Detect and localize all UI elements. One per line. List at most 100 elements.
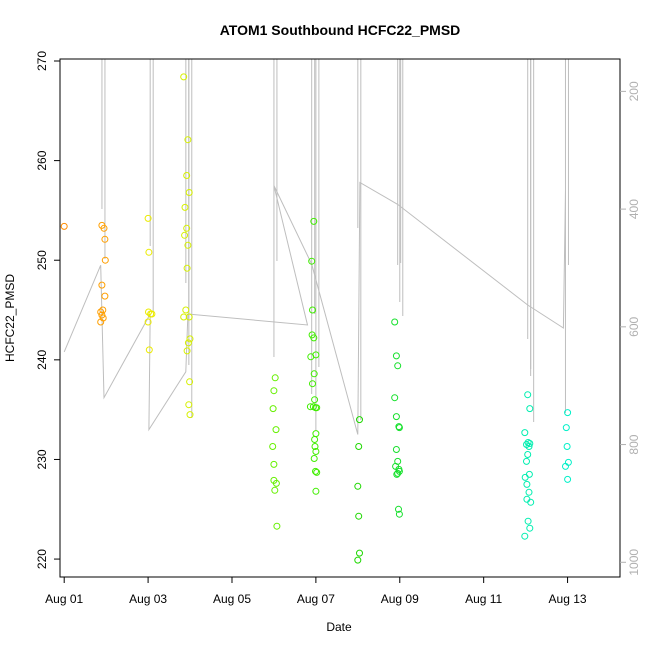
data-point xyxy=(183,264,191,272)
y-axis-label: HCFC22_PMSD xyxy=(3,274,17,362)
data-point xyxy=(394,469,402,477)
data-point xyxy=(523,480,531,488)
data-point xyxy=(356,549,363,557)
data-point xyxy=(355,512,363,520)
data-point xyxy=(272,426,280,434)
data-point xyxy=(312,430,320,438)
data-point xyxy=(391,394,399,402)
data-point xyxy=(525,470,533,478)
data-point xyxy=(521,532,529,540)
data-point xyxy=(272,479,280,487)
y2-tick-label: 600 xyxy=(627,316,641,336)
data-point xyxy=(269,405,277,413)
y2-tick-label: 400 xyxy=(627,199,641,219)
data-point xyxy=(145,248,153,256)
data-point xyxy=(562,462,569,470)
data-point xyxy=(186,378,194,386)
data-point xyxy=(183,224,191,232)
data-point xyxy=(145,308,152,316)
y-tick-label: 230 xyxy=(35,449,49,469)
data-point xyxy=(310,370,318,378)
data-point xyxy=(271,374,279,382)
y-tick-label: 270 xyxy=(35,51,49,71)
data-point xyxy=(270,387,278,395)
plot-frame xyxy=(59,58,621,578)
x-tick-label: Aug 01 xyxy=(45,592,83,606)
data-point xyxy=(101,292,109,300)
data-point xyxy=(526,524,534,532)
data-point xyxy=(270,460,278,468)
data-point xyxy=(395,424,403,432)
axes: Aug 01 Aug 03 Aug 05 Aug 07 Aug 09 Aug 11 Aug … xyxy=(35,51,641,606)
data-point xyxy=(308,257,316,265)
data-point xyxy=(185,189,193,196)
data-point xyxy=(184,339,192,347)
data-point xyxy=(145,346,153,354)
x-axis-label: Date xyxy=(326,620,352,634)
data-point xyxy=(184,136,192,144)
data-point xyxy=(100,224,108,232)
data-point xyxy=(183,172,191,179)
x-tick-label: Aug 09 xyxy=(381,592,419,606)
data-point xyxy=(180,73,188,81)
data-point xyxy=(392,352,400,360)
data-point xyxy=(185,401,193,409)
data-point xyxy=(309,306,316,314)
data-point xyxy=(185,313,193,321)
data-point xyxy=(101,235,109,243)
data-point xyxy=(524,451,532,458)
data-point xyxy=(562,424,570,432)
y2-tick-label: 800 xyxy=(627,434,641,454)
data-point xyxy=(313,404,321,412)
data-point xyxy=(101,256,109,264)
data-point xyxy=(184,241,192,249)
data-point xyxy=(523,441,530,448)
data-point xyxy=(312,487,320,495)
data-point xyxy=(144,318,152,326)
data-point xyxy=(186,411,194,419)
data-point xyxy=(98,281,106,289)
x-tick-label: Aug 13 xyxy=(549,592,587,606)
y2-tick-label: 1000 xyxy=(627,549,641,576)
data-point xyxy=(563,443,571,450)
data-point xyxy=(310,217,318,225)
x-tick-label: Aug 11 xyxy=(465,592,502,606)
data-point xyxy=(271,486,279,494)
data-point xyxy=(564,475,572,483)
data-point xyxy=(354,482,362,490)
y-tick-label: 240 xyxy=(35,350,49,370)
data-point xyxy=(392,446,400,453)
data-point xyxy=(181,203,189,211)
secondary-profile-lines xyxy=(63,59,569,435)
data-point xyxy=(391,318,399,326)
data-point xyxy=(524,517,532,525)
data-point xyxy=(527,498,535,506)
data-point xyxy=(312,448,320,455)
data-point xyxy=(395,505,402,513)
x-tick-label: Aug 07 xyxy=(297,592,335,606)
x-tick-label: Aug 03 xyxy=(129,592,167,606)
data-point xyxy=(148,310,156,318)
data-point xyxy=(313,468,321,476)
data-point xyxy=(99,314,107,322)
data-point xyxy=(354,556,362,564)
data-point xyxy=(60,222,68,230)
data-point xyxy=(521,473,529,481)
y-tick-label: 220 xyxy=(35,549,49,569)
data-point xyxy=(311,443,319,450)
data-point xyxy=(524,439,532,446)
data-point xyxy=(393,470,401,478)
data-point xyxy=(526,440,534,447)
data-point xyxy=(181,231,189,239)
data-point xyxy=(395,510,403,518)
data-point xyxy=(526,405,534,413)
data-point xyxy=(273,522,281,530)
data-point xyxy=(310,334,318,342)
data-point xyxy=(269,443,277,450)
chart-title: ATOM1 Southbound HCFC22_PMSD xyxy=(220,22,461,38)
scatter-points xyxy=(60,73,572,564)
data-point xyxy=(311,396,319,404)
data-point xyxy=(144,214,152,222)
